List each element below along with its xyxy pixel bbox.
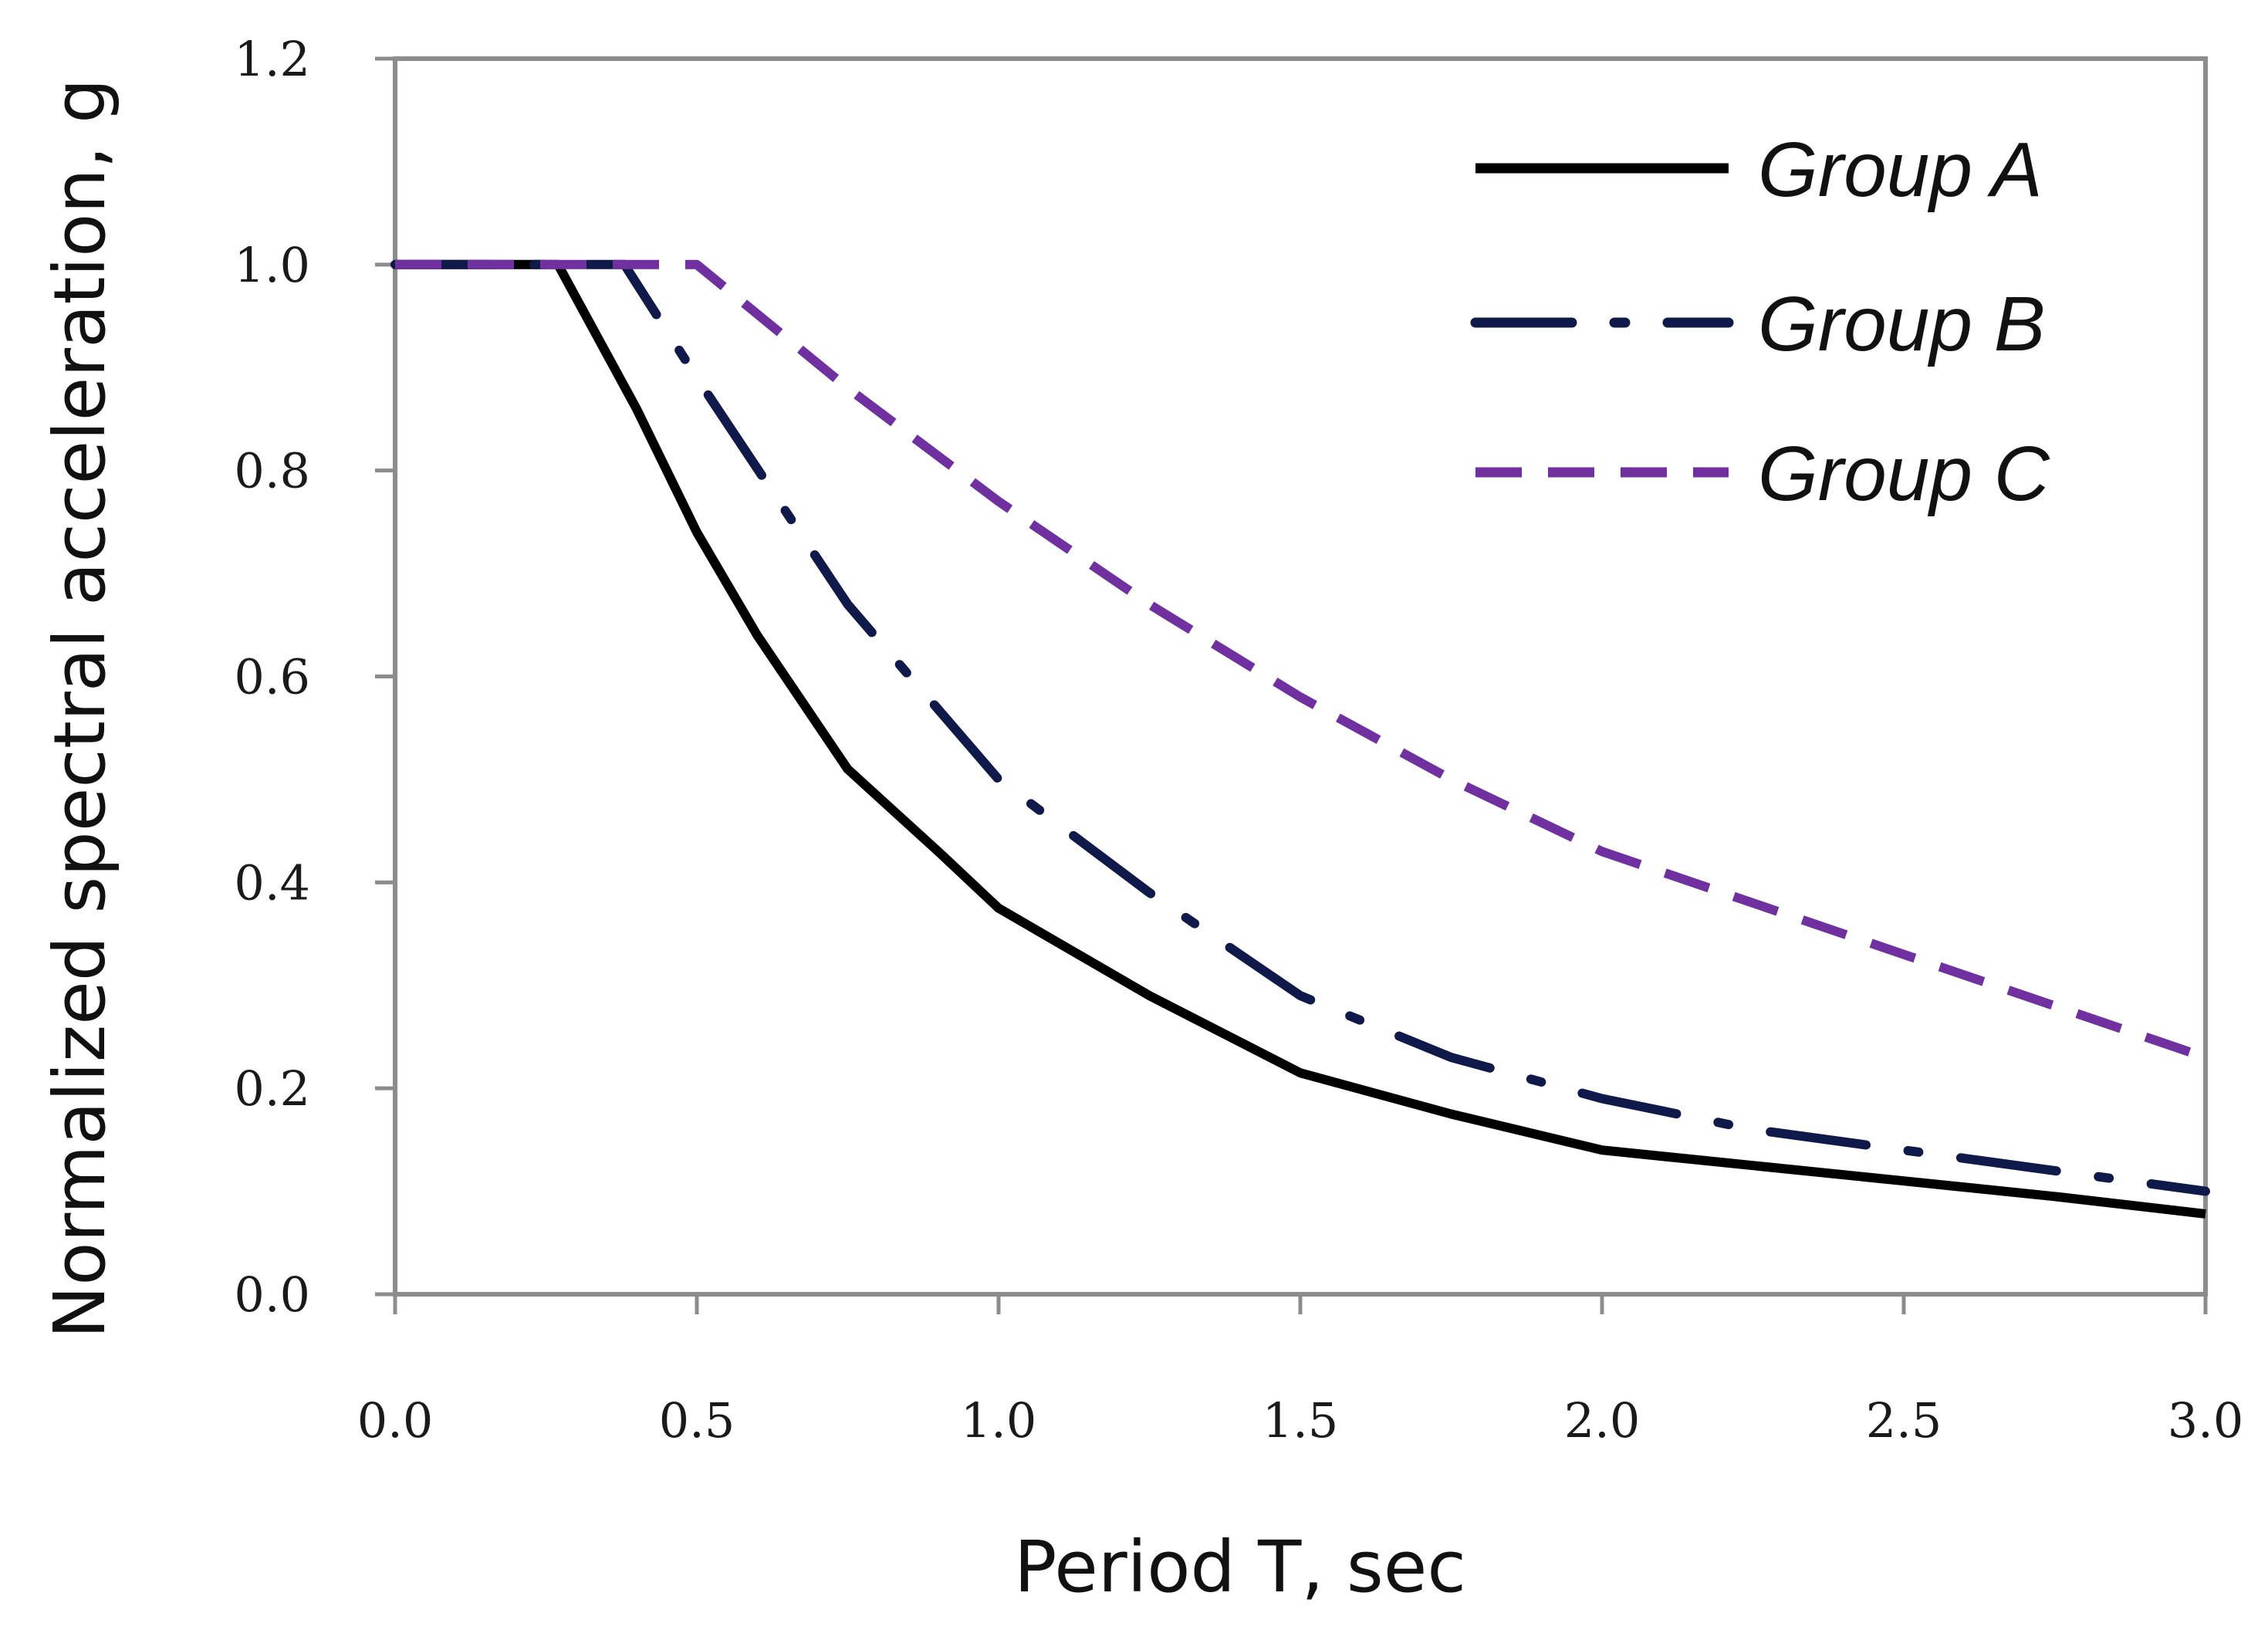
y-tick-label: 1.2: [234, 31, 310, 87]
plot-frame: [393, 56, 2208, 1297]
x-tick-label: 2.5: [1866, 1392, 1942, 1449]
x-tick-label: 0.5: [659, 1392, 735, 1449]
x-tick-label: 2.0: [1564, 1392, 1641, 1449]
x-tick-label: 3.0: [2168, 1392, 2244, 1449]
y-tick-label: 0.4: [234, 854, 310, 911]
tick-labels: 0.0 0.2 0.4 0.6 0.8 1.0 1.2 0.0 0.5 1.0 1.5 2.0 2.5 3…: [234, 31, 2243, 1449]
legend-label-group-b: Group B: [1758, 281, 2045, 367]
series-line-group-a: [395, 259, 2206, 1219]
y-tick-label: 0.0: [234, 1266, 310, 1323]
legend-label-group-c: Group C: [1758, 431, 2050, 517]
axes: [375, 56, 2208, 1314]
legend-label-group-a: Group A: [1758, 127, 2043, 213]
series-line-group-c: [395, 259, 2207, 1062]
series-line-group-b: [390, 259, 2210, 1196]
x-tick-label: 1.5: [1262, 1392, 1339, 1449]
y-tick-label: 1.0: [234, 237, 310, 293]
x-tick-label: 1.0: [961, 1392, 1037, 1449]
y-tick-label: 0.6: [234, 649, 310, 705]
y-tick-label: 0.8: [234, 443, 310, 499]
y-tick-label: 0.2: [234, 1060, 310, 1117]
y-axis-title: Normalized spectral acceleration, g: [39, 78, 121, 1338]
x-axis-title: Period T, sec: [1014, 1526, 1466, 1608]
series-layer: [390, 259, 2210, 1219]
legend: Group A Group B Group C: [1470, 127, 2050, 517]
x-tick-label: 0.0: [357, 1392, 434, 1449]
